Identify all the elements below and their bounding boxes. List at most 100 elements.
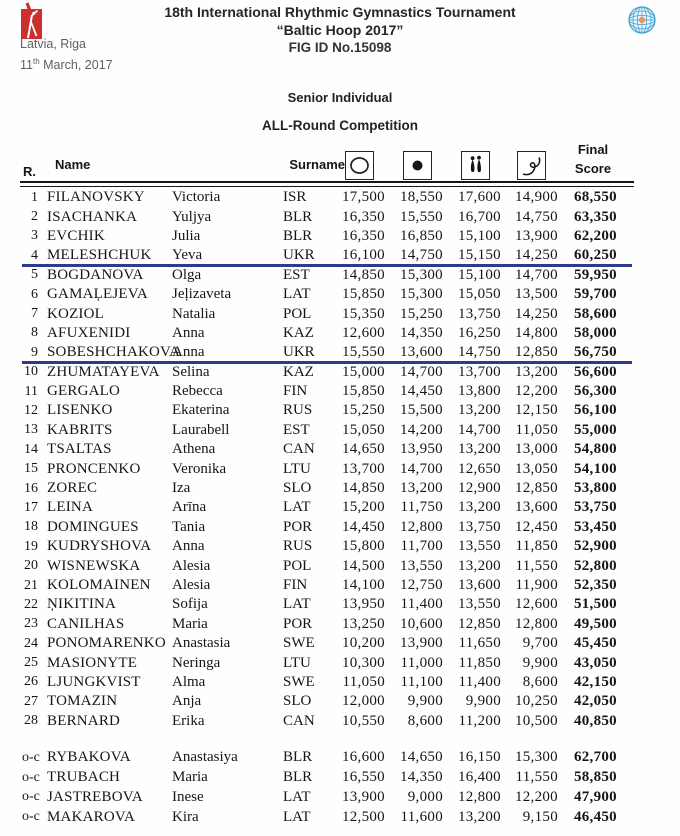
hoop-score: 13,950 [341, 596, 385, 613]
ball-score: 13,550 [399, 557, 443, 574]
clubs-score: 13,750 [457, 305, 501, 322]
result-row: 18 DOMINGUES Tania POR 14,450 12,800 13,750 12,… [22, 518, 632, 537]
ribbon-score: 12,450 [514, 518, 558, 535]
country: BLR [283, 227, 313, 244]
firstname: Anna [172, 324, 205, 341]
result-row: 8 AFUXENIDI Anna KAZ 12,600 14,350 16,250 14,80… [22, 324, 632, 343]
ribbon-score: 12,200 [514, 383, 558, 400]
ball-column-header [403, 151, 432, 180]
firstname: Olga [172, 266, 202, 283]
rank: 2 [31, 209, 38, 225]
final-score-header-line1: Final [577, 142, 609, 157]
surname: MAKAROVA [47, 808, 136, 825]
ribbon-score: 12,600 [514, 596, 558, 613]
result-row: 24 PONOMARENKO Anastasia SWE 10,200 13,900 11,… [22, 634, 632, 653]
firstname: Alesia [172, 577, 211, 593]
ribbon-score: 11,050 [515, 421, 558, 438]
ball-score: 14,700 [399, 460, 443, 477]
country: BLR [283, 749, 313, 766]
surname: AFUXENIDI [47, 324, 131, 341]
clubs-score: 16,150 [457, 749, 501, 766]
rank: 16 [24, 480, 38, 496]
date-rest: March, 2017 [39, 58, 113, 73]
clubs-score: 11,200 [458, 712, 501, 729]
gymnast-red-logo-icon [21, 2, 42, 39]
surname: BERNARD [47, 712, 121, 729]
hoop-score: 12,000 [341, 693, 385, 710]
ribbon-score: 12,850 [514, 344, 558, 361]
country: FIN [283, 383, 308, 400]
ribbon-score: 13,200 [514, 363, 558, 380]
clubs-score: 13,800 [457, 383, 501, 400]
firstname: Natalia [172, 305, 216, 322]
clubs-column-header [461, 151, 490, 180]
result-row: 3 EVCHIK Julia BLR 16,350 16,850 15,100 13,900 6… [22, 227, 632, 246]
rank: 13 [24, 422, 38, 438]
result-row: 20 WISNEWSKA Alesia POL 14,500 13,550 13,200 11… [22, 556, 632, 575]
clubs-score: 11,850 [458, 654, 501, 671]
final-score: 47,900 [573, 788, 617, 805]
final-score: 53,750 [573, 499, 617, 516]
final-score: 53,450 [573, 518, 617, 535]
result-row: o-c MAKAROVA Kira LAT 12,500 11,600 13,200 9,15… [22, 807, 632, 827]
ball-score: 13,600 [399, 344, 443, 361]
final-score-column-header: Final Score [561, 140, 625, 178]
result-row: 7 KOZIOL Natalia POL 15,350 15,250 13,750 14,25… [22, 304, 632, 323]
firstname: Athena [172, 441, 216, 458]
final-score: 68,550 [573, 189, 617, 206]
ball-score: 15,300 [399, 286, 443, 303]
ribbon-icon [522, 157, 541, 176]
result-row: 13 KABRITS Laurabell EST 15,050 14,200 14,700 1… [22, 421, 632, 440]
result-row: 10 ZHUMATAYEVA Selina KAZ 15,000 14,700 13,700… [22, 363, 632, 382]
result-row: o-c JASTREBOVA Inese LAT 13,900 9,000 12,800 12… [22, 788, 632, 808]
ball-score: 13,900 [399, 635, 443, 652]
country: LAT [283, 286, 311, 303]
result-row: 28 BERNARD Erika CAN 10,550 8,600 11,200 10,500… [22, 712, 632, 731]
final-score: 54,800 [573, 441, 617, 458]
surname: TOMAZIN [47, 693, 118, 710]
surname: LISENKO [47, 402, 113, 419]
final-score: 52,800 [573, 557, 617, 574]
hoop-score: 15,800 [341, 538, 385, 555]
hoop-score: 12,600 [341, 324, 385, 341]
ribbon-score: 11,900 [515, 577, 558, 593]
clubs-score: 13,550 [457, 538, 501, 555]
ball-score: 14,350 [399, 769, 443, 786]
ribbon-score: 14,800 [514, 324, 558, 341]
location-text: Latvia, Riga [20, 37, 87, 51]
hoop-score: 12,500 [341, 808, 385, 825]
ball-score: 13,200 [399, 480, 443, 497]
ball-score: 16,850 [399, 227, 443, 244]
surname: PRONCENKO [47, 460, 141, 477]
hoop-score: 14,850 [341, 266, 385, 283]
result-row: 27 TOMAZIN Anja SLO 12,000 9,900 9,900 10,250 42… [22, 692, 632, 711]
competition-heading: ALL-Round Competition [262, 118, 418, 133]
hoop-score: 16,350 [341, 227, 385, 244]
hoop-score: 10,200 [341, 635, 385, 652]
ribbon-score: 13,000 [514, 441, 558, 458]
out-of-competition-rows: o-c RYBAKOVA Anastasiya BLR 16,600 14,650 16,1… [22, 748, 632, 827]
surname-column-header: Surname [289, 157, 345, 172]
ribbon-score: 9,700 [522, 635, 558, 652]
firstname: Anna [172, 538, 205, 555]
surname: EVCHIK [47, 227, 105, 244]
country: UKR [283, 344, 315, 361]
result-row: 9 SOBESHCHAKOVA Anna UKR 15,550 13,600 14,750 1… [22, 343, 632, 362]
firstname: Maria [172, 615, 208, 632]
clubs-score: 14,700 [457, 421, 501, 438]
surname: ISACHANKA [47, 208, 138, 225]
rank: 23 [24, 616, 38, 632]
category-heading: Senior Individual [287, 90, 393, 105]
clubs-score: 12,900 [457, 480, 501, 497]
final-score: 51,500 [573, 596, 617, 613]
ribbon-score: 14,700 [514, 266, 558, 283]
hoop-score: 15,350 [341, 305, 385, 322]
clubs-score: 11,650 [458, 635, 501, 652]
rank: 22 [24, 596, 38, 612]
hoop-score: 15,000 [341, 363, 385, 380]
rank: 21 [24, 577, 38, 593]
clubs-score: 12,800 [457, 788, 501, 805]
date-suffix: th [32, 57, 40, 66]
ribbon-score: 10,250 [514, 693, 558, 710]
result-row: 14 TSALTAS Athena CAN 14,650 13,950 13,200 13,0… [22, 440, 632, 459]
